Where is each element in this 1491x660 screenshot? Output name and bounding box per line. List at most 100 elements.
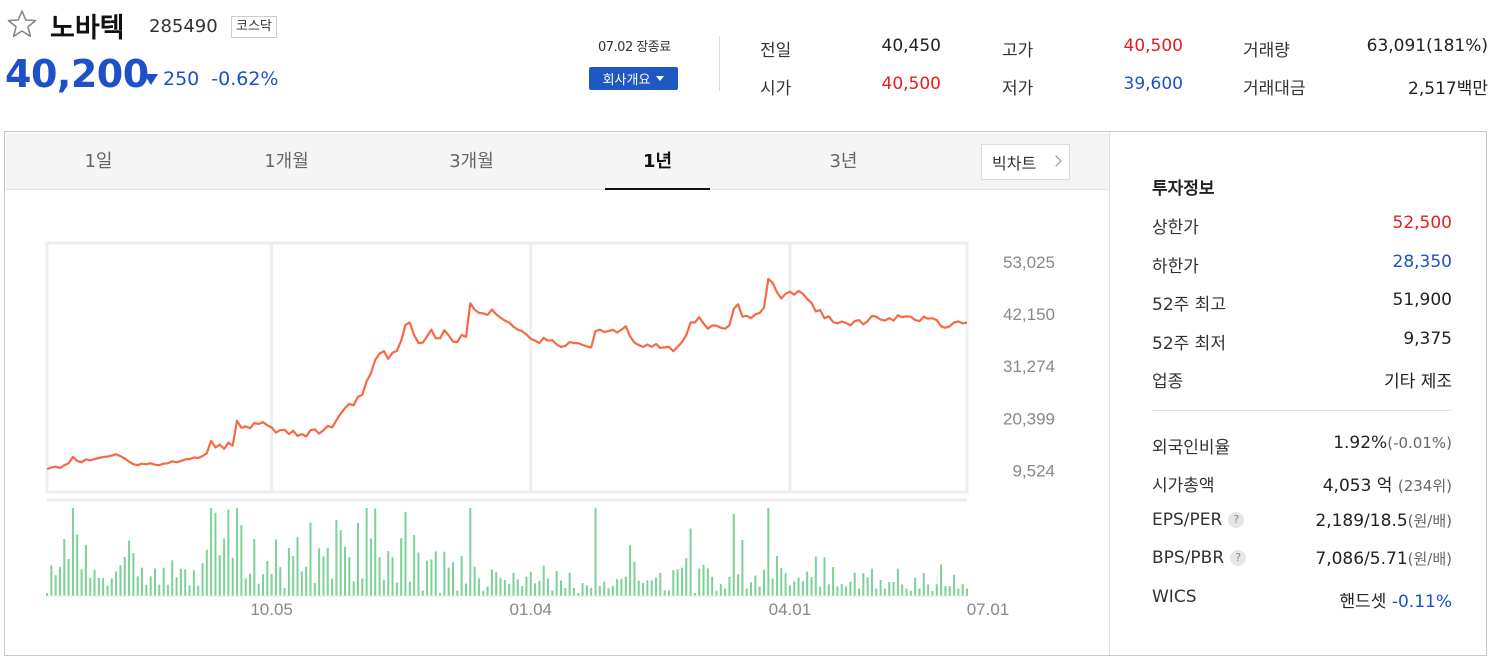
eps-per-unit: (원/배): [1407, 511, 1452, 530]
volume-bar: [287, 548, 290, 596]
info-row-52w-high: 52주 최고 51,900: [1152, 290, 1452, 329]
volume-bar: [853, 572, 856, 596]
volume-bar: [54, 575, 57, 596]
tab-3m[interactable]: 3개월: [449, 151, 494, 172]
info-separator: [1152, 409, 1452, 411]
market-cap-label: 시가총액: [1152, 476, 1215, 496]
industry-value[interactable]: 기타 제조: [1384, 372, 1452, 392]
volume-bar: [201, 563, 204, 596]
change-rate: -0.62%: [211, 68, 279, 90]
volume-bar: [417, 552, 420, 596]
volume-bar: [395, 582, 398, 596]
volume-bar: [750, 582, 753, 596]
volume-bar: [443, 551, 446, 596]
amount-label: 거래대금: [1243, 79, 1306, 99]
high-value: 40,500: [1123, 36, 1183, 56]
tab-1y[interactable]: 1년: [605, 133, 710, 190]
volume-bar: [205, 549, 208, 596]
volume-bar: [477, 578, 480, 596]
upper-limit-value: 52,500: [1392, 213, 1452, 233]
volume-bar: [153, 568, 156, 596]
volume-bar: [788, 585, 791, 596]
market-cap-amount: 4,053 억: [1322, 476, 1393, 496]
bps-pbr-label: BPS/PBR?: [1152, 548, 1247, 568]
volume-bar: [680, 567, 683, 596]
52w-low-label: 52주 최저: [1152, 333, 1226, 354]
panel-divider: [1109, 132, 1110, 655]
volume-bar: [404, 511, 407, 596]
volume-bar: [711, 576, 714, 596]
volume-bar: [521, 586, 524, 596]
volume-bar: [408, 581, 411, 596]
volume-bar: [914, 577, 917, 596]
company-overview-label: 회사개요: [602, 73, 651, 88]
volume-bar: [957, 588, 960, 596]
volume-bar: [594, 508, 597, 596]
volume-bar: [858, 588, 861, 596]
wics-value[interactable]: 핸드셋 -0.11%: [1340, 587, 1452, 612]
volume-bar: [685, 558, 688, 596]
volume-bar: [292, 556, 295, 596]
volume-bar: [469, 508, 472, 596]
volume-bar: [538, 580, 541, 596]
volume-bar: [348, 557, 351, 596]
volume-bar: [823, 557, 826, 596]
volume-bar: [633, 561, 636, 596]
volume-bar: [179, 568, 182, 596]
tab-1m[interactable]: 1개월: [264, 151, 309, 172]
open-label: 시가: [760, 79, 792, 99]
star-icon[interactable]: [6, 8, 38, 40]
volume-bar: [966, 588, 968, 596]
volume-bar: [551, 590, 554, 596]
info-title: 투자정보: [1152, 179, 1215, 199]
volume-bar: [918, 588, 921, 596]
volume-bar: [119, 565, 122, 596]
volume-bar: [724, 588, 727, 596]
y-tick-label: 9,524: [1012, 461, 1055, 480]
high-label: 고가: [1002, 41, 1034, 61]
volume-bar: [806, 571, 809, 596]
volume-bar: [603, 581, 606, 596]
price-change: 250 -0.62%: [144, 68, 278, 90]
volume-bar: [356, 522, 359, 596]
volume-bar: [382, 579, 385, 596]
volume-bar: [197, 585, 200, 596]
help-icon[interactable]: ?: [1230, 550, 1247, 566]
volume-bar: [89, 577, 92, 596]
volume-bar: [637, 580, 640, 596]
volume-bar: [516, 579, 519, 596]
volume-bar: [909, 590, 912, 596]
stock-name: 노바텍: [50, 13, 125, 44]
info-row-lower-limit: 하한가 28,350: [1152, 252, 1452, 291]
volume-bar: [728, 576, 731, 596]
big-chart-button[interactable]: 빅차트: [981, 144, 1070, 180]
volume-bar: [149, 576, 152, 596]
volume-bar: [257, 583, 260, 596]
volume-bar: [693, 593, 696, 596]
volume-bar: [503, 579, 506, 596]
volume-bar: [512, 572, 515, 596]
volume-bar: [706, 568, 709, 596]
volume-bar: [63, 539, 66, 596]
volume-bar: [274, 539, 277, 596]
volume-bar: [866, 577, 869, 596]
x-tick-label: 04.01: [769, 600, 812, 619]
company-overview-button[interactable]: 회사개요: [589, 67, 678, 90]
tab-1d[interactable]: 1일: [84, 151, 113, 172]
volume-bar: [188, 585, 191, 596]
volume-bar: [801, 581, 804, 596]
volume-bar: [266, 560, 269, 596]
market-cap-value: 4,053 억 (234위): [1323, 471, 1452, 496]
y-tick-label: 53,025: [1003, 253, 1055, 272]
volume-bar: [564, 587, 567, 596]
volume-bar: [378, 557, 381, 596]
tab-3y[interactable]: 3년: [829, 151, 858, 172]
volume-bar: [71, 508, 74, 596]
volume-bar: [391, 557, 394, 596]
eps-per-number: 2,189/18.5: [1315, 510, 1408, 531]
volume-bar: [529, 571, 532, 596]
volume-bar: [473, 566, 476, 596]
volume-bar: [896, 568, 899, 596]
help-icon[interactable]: ?: [1228, 511, 1245, 528]
volume-bar: [67, 559, 70, 596]
